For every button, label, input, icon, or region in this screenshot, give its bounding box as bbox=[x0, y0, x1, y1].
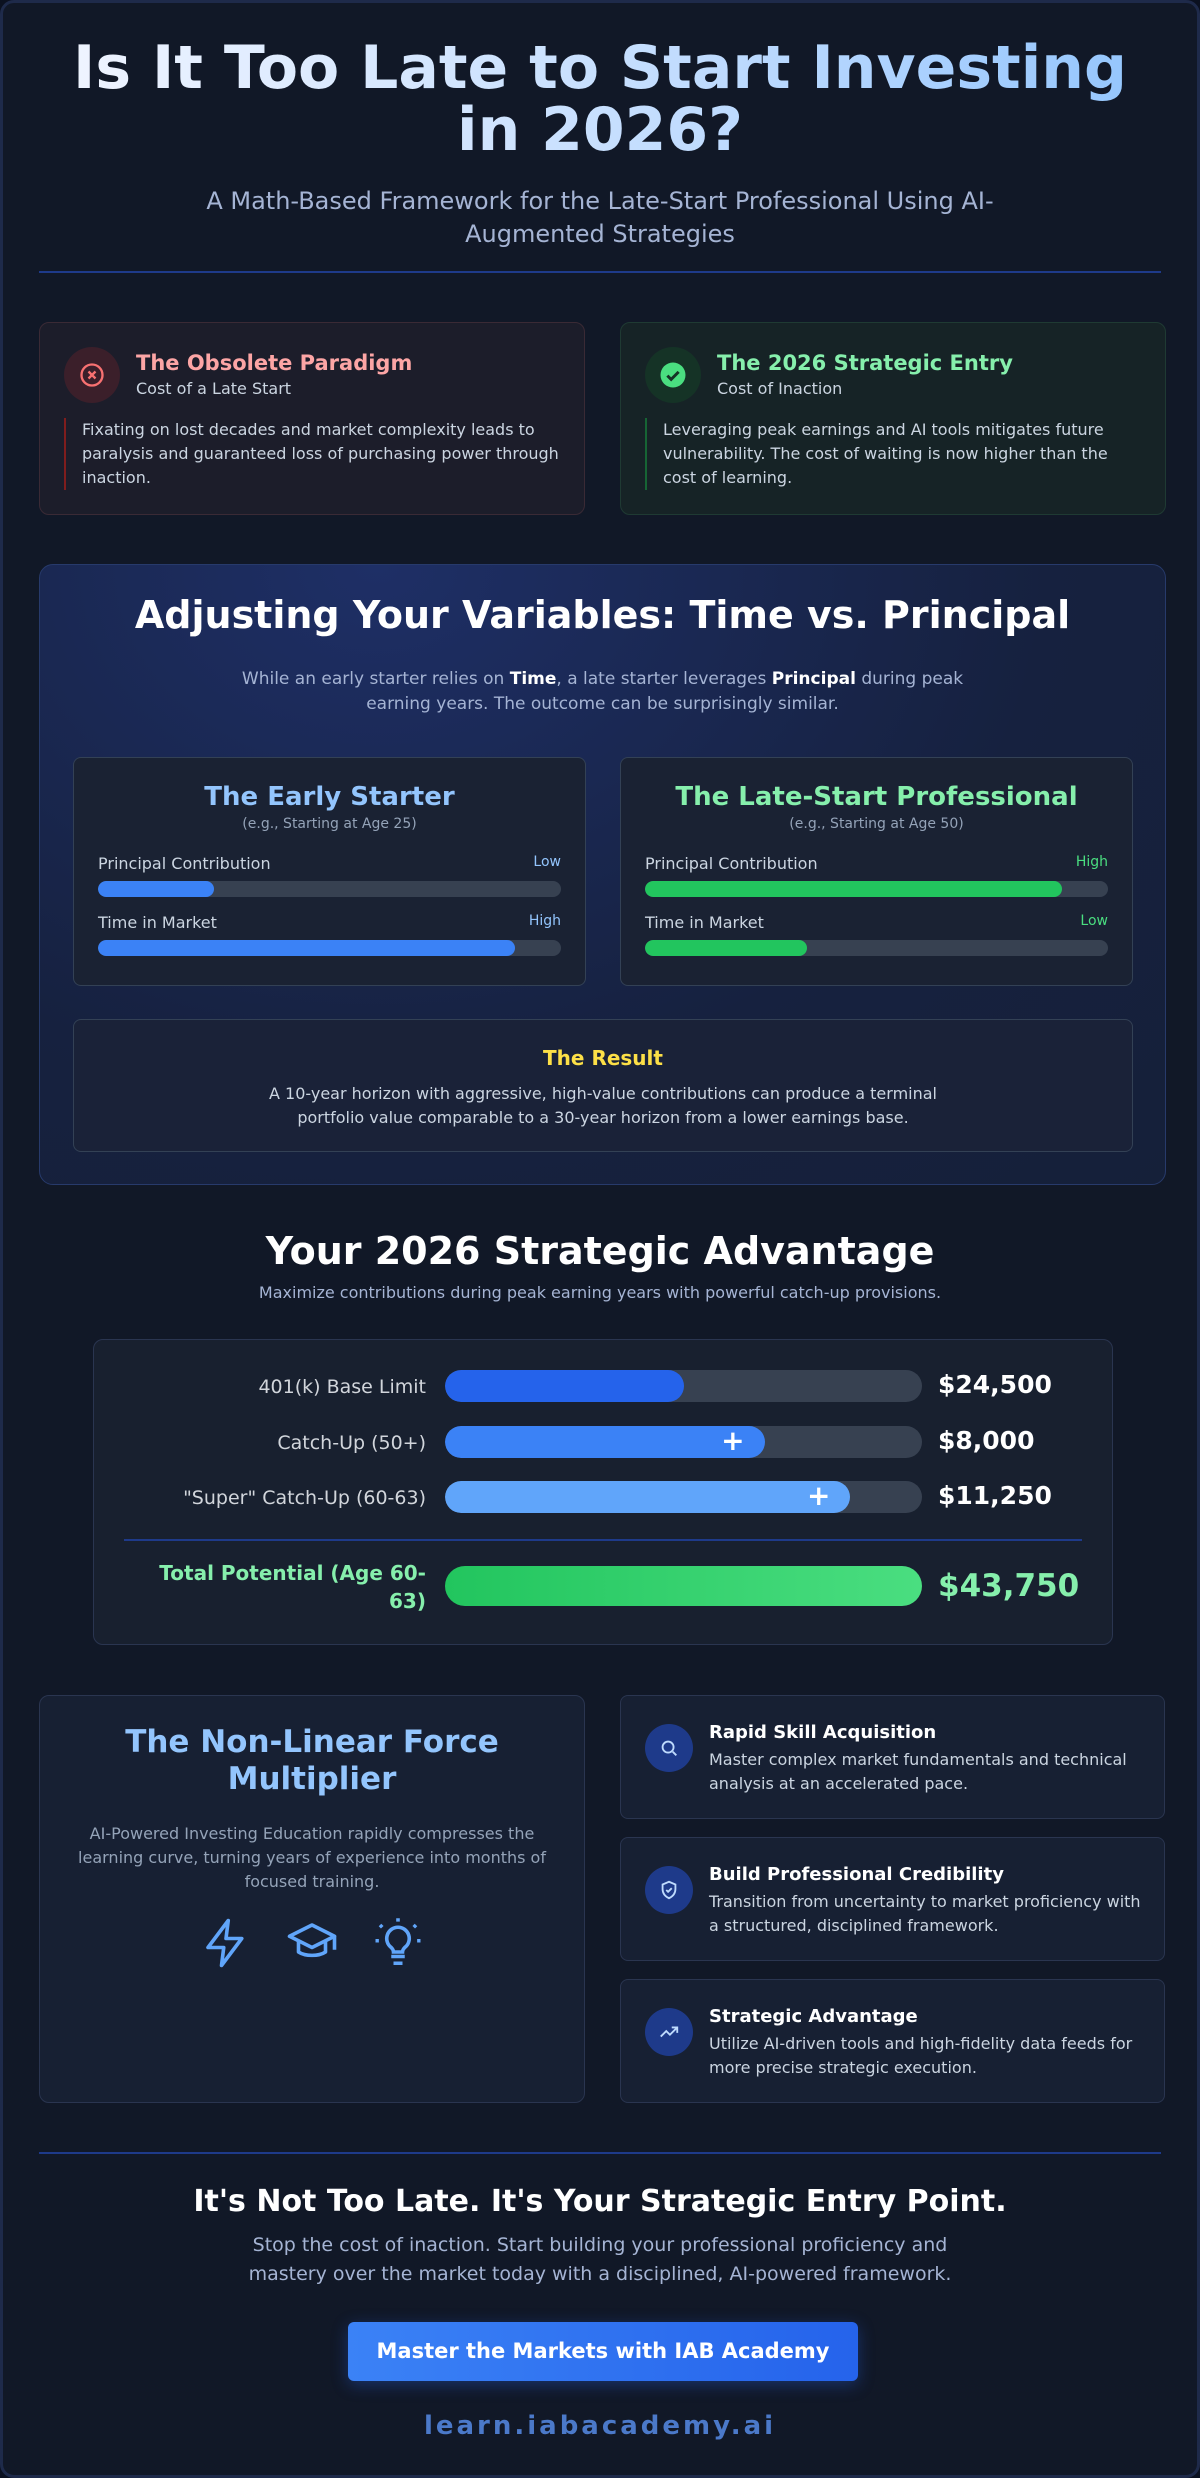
metric: Time in Market High bbox=[98, 913, 561, 956]
meter-fill bbox=[645, 881, 1062, 897]
profile-title: The Early Starter bbox=[204, 782, 455, 812]
bar-track bbox=[445, 1370, 922, 1402]
icon-row bbox=[40, 1916, 584, 1970]
metric: Time in Market Low bbox=[645, 913, 1108, 956]
feature-title: Rapid Skill Acquisition bbox=[709, 1722, 937, 1743]
row-value: $24,500 bbox=[938, 1370, 1052, 1399]
row-label: "Super" Catch-Up (60-63) bbox=[183, 1487, 426, 1509]
metric-label: Time in Market bbox=[98, 913, 217, 932]
feature-card: Rapid Skill Acquisition Master complex m… bbox=[620, 1695, 1165, 1819]
feature-body: Transition from uncertainty to market pr… bbox=[709, 1892, 1141, 1935]
cta-title: It's Not Too Late. It's Your Strategic E… bbox=[193, 2184, 1007, 2219]
contribution-panel: 401(k) Base Limit $24,500 Catch-Up (50+) +… bbox=[93, 1339, 1113, 1645]
metric-label: Principal Contribution bbox=[645, 854, 818, 873]
section-subtitle: Maximize contributions during peak earni… bbox=[258, 1283, 942, 1302]
meter-track bbox=[98, 881, 561, 897]
icon bbox=[645, 347, 701, 403]
metric-label: Principal Contribution bbox=[98, 854, 271, 873]
feature-title: Strategic Advantage bbox=[709, 2006, 918, 2027]
contribution-row: "Super" Catch-Up (60-63) + $11,250 bbox=[94, 1481, 1112, 1515]
header: Is It Too Late to Start Investing in 202… bbox=[43, 37, 1157, 251]
metric-label: Time in Market bbox=[645, 913, 764, 932]
profile-card: The Late-Start Professional (e.g., Start… bbox=[620, 757, 1133, 986]
bar-fill: + bbox=[445, 1426, 765, 1458]
divider bbox=[39, 2152, 1161, 2154]
feature-card: Build Professional Credibility Transitio… bbox=[620, 1837, 1165, 1961]
total-bar bbox=[445, 1566, 922, 1606]
card-subtitle: Cost of Inaction bbox=[717, 379, 843, 398]
multiplier-title: The Non-Linear Force Multiplier bbox=[125, 1724, 499, 1797]
bar-track: + bbox=[445, 1481, 922, 1513]
total-label: Total Potential (Age 60-63) bbox=[159, 1561, 426, 1613]
cta-button[interactable]: Master the Markets with IAB Academy bbox=[348, 2322, 858, 2381]
intro-text: during peak earning years. The outcome c… bbox=[366, 669, 964, 714]
row-value: $8,000 bbox=[938, 1426, 1035, 1455]
meter-track bbox=[98, 940, 561, 956]
intro-text: While an early starter relies on bbox=[241, 669, 510, 689]
intro-text: , a late starter leverages bbox=[556, 669, 772, 689]
page-title: Is It Too Late to Start Investing in 202… bbox=[43, 37, 1157, 161]
feature-title: Build Professional Credibility bbox=[709, 1864, 1004, 1885]
profile-title: The Late-Start Professional bbox=[675, 782, 1078, 812]
icon bbox=[645, 1724, 693, 1772]
feature-body: Utilize AI-driven tools and high-fidelit… bbox=[709, 2034, 1133, 2077]
site-url: learn.iabacademy.ai bbox=[423, 2411, 777, 2441]
intro-emphasis: Principal bbox=[771, 669, 856, 689]
row-label: 401(k) Base Limit bbox=[258, 1376, 426, 1398]
row-label: Catch-Up (50+) bbox=[277, 1432, 426, 1454]
card-title: The Obsolete Paradigm bbox=[136, 351, 413, 375]
bar-track: + bbox=[445, 1426, 922, 1458]
metric-level: High bbox=[1075, 854, 1108, 870]
meter-track bbox=[645, 881, 1108, 897]
result-body: A 10-year horizon with aggressive, high-… bbox=[268, 1084, 937, 1127]
paradigm-card: The 2026 Strategic Entry Cost of Inactio… bbox=[620, 322, 1166, 515]
icon bbox=[64, 347, 120, 403]
section-title: Adjusting Your Variables: Time vs. Princ… bbox=[134, 593, 1071, 637]
row-value: $11,250 bbox=[938, 1481, 1052, 1510]
metric-level: Low bbox=[1080, 913, 1108, 929]
bar-fill bbox=[445, 1370, 684, 1402]
card-subtitle: Cost of a Late Start bbox=[136, 379, 292, 398]
variables-panel: Adjusting Your Variables: Time vs. Princ… bbox=[39, 564, 1166, 1185]
card-title: The 2026 Strategic Entry bbox=[717, 351, 1013, 375]
paradigm-card: The Obsolete Paradigm Cost of a Late Sta… bbox=[39, 322, 585, 515]
profile-note: (e.g., Starting at Age 25) bbox=[242, 816, 417, 832]
meter-fill bbox=[645, 940, 808, 956]
result-box: The Result A 10-year horizon with aggres… bbox=[73, 1019, 1133, 1152]
feature-body: Master complex market fundamentals and t… bbox=[709, 1750, 1127, 1793]
meter-track bbox=[645, 940, 1108, 956]
intro: While an early starter relies on Time, a… bbox=[220, 667, 985, 717]
metric: Principal Contribution Low bbox=[98, 854, 561, 897]
divider bbox=[124, 1539, 1082, 1541]
profile-card: The Early Starter (e.g., Starting at Age… bbox=[73, 757, 586, 986]
intro-emphasis: Time bbox=[509, 669, 557, 689]
profile-note: (e.g., Starting at Age 50) bbox=[789, 816, 964, 832]
contribution-row: Catch-Up (50+) + $8,000 bbox=[94, 1426, 1112, 1460]
feature-card: Strategic Advantage Utilize AI-driven to… bbox=[620, 1979, 1165, 2103]
icon bbox=[645, 2008, 693, 2056]
card-body: Fixating on lost decades and market comp… bbox=[64, 418, 560, 490]
section-title: Your 2026 Strategic Advantage bbox=[265, 1229, 935, 1273]
multiplier-body: AI-Powered Investing Education rapidly c… bbox=[78, 1824, 546, 1891]
meter-fill bbox=[98, 881, 214, 897]
meter-fill bbox=[98, 940, 515, 956]
metric: Principal Contribution High bbox=[645, 854, 1108, 897]
bar-fill: + bbox=[445, 1481, 851, 1513]
icon bbox=[645, 1866, 693, 1914]
result-title: The Result bbox=[543, 1046, 663, 1070]
contribution-row: 401(k) Base Limit $24,500 bbox=[94, 1370, 1112, 1404]
page-subtitle: A Math-Based Framework for the Late-Star… bbox=[206, 187, 994, 248]
divider bbox=[39, 271, 1161, 273]
card-body: Leveraging peak earnings and AI tools mi… bbox=[645, 418, 1141, 490]
metric-level: High bbox=[528, 913, 561, 929]
total-value: $43,750 bbox=[938, 1568, 1080, 1604]
cta-body: Stop the cost of inaction. Start buildin… bbox=[248, 2234, 952, 2285]
metric-level: Low bbox=[533, 854, 561, 870]
multiplier-card: The Non-Linear Force Multiplier AI-Power… bbox=[39, 1695, 585, 2103]
